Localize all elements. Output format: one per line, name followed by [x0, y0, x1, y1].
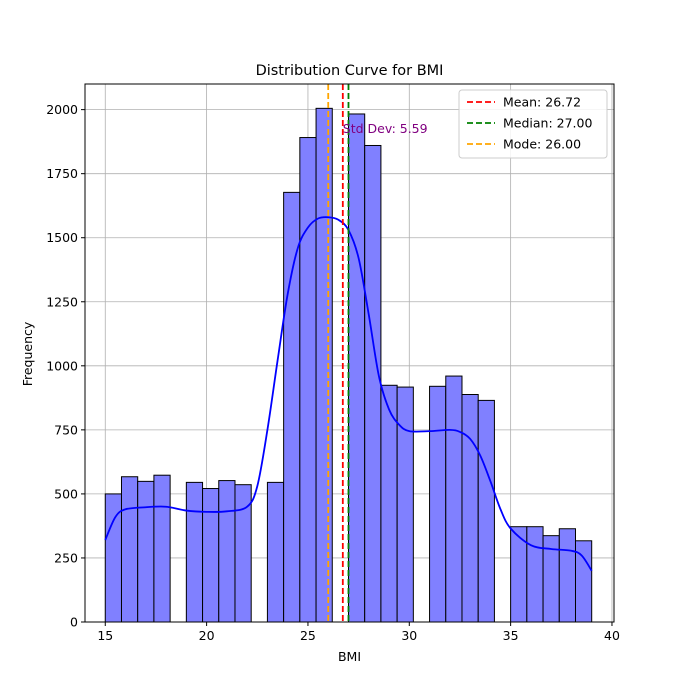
- histogram-bars: [104, 107, 593, 623]
- axis-ticks: 15 20 25 30 35 40 0 250 500 750 1000 1250 1500 1750 20…: [46, 102, 620, 643]
- histogram-bar: [266, 481, 285, 623]
- histogram-bar: [445, 375, 463, 623]
- legend: Mean: 26.72 Median: 27.00 Mode: 26.00: [458, 89, 608, 159]
- histogram-bar: [218, 480, 236, 623]
- histogram-bar: [461, 394, 479, 623]
- x-tick-label: 15: [97, 628, 113, 643]
- y-tick-label: 2000: [46, 102, 78, 117]
- y-tick-label: 1000: [46, 358, 78, 373]
- histogram-bar: [558, 528, 576, 623]
- legend-label: Mean: 26.72: [503, 95, 581, 110]
- y-axis-label: Frequency: [20, 321, 35, 386]
- histogram-bar: [477, 399, 495, 623]
- histogram-bar: [396, 386, 414, 623]
- x-tick-label: 30: [401, 628, 417, 643]
- histogram-bar: [364, 144, 382, 623]
- x-tick-label: 25: [300, 628, 316, 643]
- y-tick-label: 500: [54, 486, 78, 501]
- histogram-bar: [153, 474, 171, 623]
- kde-curve-group: [104, 216, 593, 572]
- y-tick-label: 1750: [46, 166, 78, 181]
- histogram-bar: [347, 113, 366, 623]
- legend-box: [458, 89, 608, 159]
- x-tick-label: 20: [199, 628, 215, 643]
- histogram-bar: [202, 488, 220, 623]
- y-tick-label: 750: [54, 422, 78, 437]
- histogram-bar: [315, 107, 333, 623]
- y-tick-label: 250: [54, 550, 78, 565]
- histogram-bar: [526, 526, 544, 623]
- axes-frame: [84, 83, 615, 623]
- y-tick-label: 1250: [46, 294, 78, 309]
- y-tick-label: 1500: [46, 230, 78, 245]
- histogram-bar: [185, 481, 204, 623]
- legend-label: Mode: 26.00: [503, 137, 581, 152]
- histogram-bar: [283, 191, 301, 623]
- y-tick-label: 0: [70, 615, 78, 630]
- x-tick-label: 35: [503, 628, 519, 643]
- x-tick-label: 40: [604, 628, 620, 643]
- std-dev-annotation: Std Dev: 5.59: [343, 121, 428, 136]
- x-axis-label: BMI: [338, 649, 361, 664]
- histogram-bar: [137, 480, 155, 623]
- histogram-bar: [429, 385, 447, 623]
- histogram-bar: [120, 476, 139, 623]
- histogram-bar: [299, 137, 317, 623]
- kde-curve: [104, 216, 593, 572]
- chart-title: Distribution Curve for BMI: [256, 63, 444, 79]
- legend-label: Median: 27.00: [503, 116, 592, 131]
